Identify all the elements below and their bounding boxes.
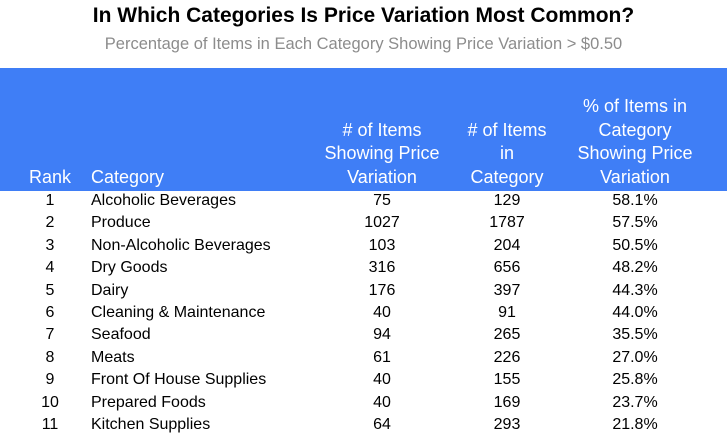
column-header: Showing Price [324, 143, 440, 163]
subtitle: Percentage of Items in Each Category Sho… [104, 35, 623, 53]
column-header: Rank [28, 166, 72, 187]
column-header: Category [470, 166, 544, 187]
cell: 91 [498, 304, 516, 321]
cell: 40 [373, 371, 391, 389]
cell: 6 [45, 304, 55, 321]
column-header: # of Items [342, 119, 422, 140]
category-cell: Kitchen Supplies [91, 416, 211, 433]
category-cell: Prepared Foods [91, 393, 206, 411]
cell: 316 [368, 259, 396, 277]
column-header: # of Items [467, 119, 547, 140]
cell: 58.1% [612, 192, 658, 209]
cell: 656 [493, 259, 521, 277]
column-header: in [499, 143, 514, 163]
header-band [0, 68, 727, 191]
cell: 1027 [364, 214, 400, 232]
column-header: Variation [600, 166, 670, 187]
cell: 293 [493, 416, 521, 433]
cell: 5 [45, 281, 55, 299]
cell: 23.7% [612, 393, 658, 411]
cell: 48.2% [612, 259, 658, 277]
column-header: Showing Price [577, 143, 693, 163]
cell: 1 [45, 192, 55, 209]
category-cell: Alcoholic Beverages [91, 192, 236, 209]
cell: 226 [493, 348, 521, 366]
cell: 40 [373, 304, 391, 321]
category-cell: Dairy [91, 281, 129, 299]
category-cell: Non-Alcoholic Beverages [91, 236, 271, 254]
cell: 204 [493, 236, 521, 254]
cell: 169 [493, 393, 521, 411]
cell: 50.5% [612, 236, 658, 254]
cell: 2 [45, 214, 55, 232]
cell: 21.8% [612, 416, 658, 433]
title: In Which Categories Is Price Variation M… [92, 4, 635, 27]
cell: 7 [45, 326, 55, 344]
cell: 103 [368, 236, 396, 254]
cell: 8 [45, 348, 55, 366]
cell: 94 [373, 326, 391, 344]
cell: 129 [493, 192, 521, 209]
cell: 10 [41, 393, 59, 411]
cell: 25.8% [612, 371, 658, 389]
column-header: Variation [347, 166, 417, 187]
cell: 61 [373, 348, 391, 366]
cell: 64 [373, 416, 391, 433]
category-cell: Seafood [91, 326, 151, 344]
category-cell: Produce [91, 214, 151, 232]
column-header: Category [91, 166, 165, 187]
cell: 44.3% [612, 281, 658, 299]
column-header: Category [598, 119, 672, 140]
cell: 3 [45, 236, 55, 254]
cell: 176 [368, 281, 396, 299]
category-cell: Cleaning & Maintenance [91, 304, 266, 321]
cell: 1787 [489, 214, 525, 232]
cell: 44.0% [612, 304, 658, 321]
category-cell: Meats [91, 348, 135, 366]
category-cell: Front Of House Supplies [91, 371, 267, 389]
column-header: % of Items in [582, 96, 688, 116]
cell: 9 [45, 371, 55, 389]
cell: 35.5% [612, 326, 658, 344]
cell: 27.0% [612, 348, 658, 366]
cell: 40 [373, 393, 391, 411]
cell: 155 [493, 371, 521, 389]
cell: 57.5% [612, 214, 658, 232]
cell: 75 [373, 192, 391, 209]
cell: 265 [493, 326, 521, 344]
cell: 397 [493, 281, 521, 299]
cell: 11 [41, 416, 59, 433]
category-cell: Dry Goods [91, 259, 168, 277]
cell: 4 [45, 259, 55, 277]
